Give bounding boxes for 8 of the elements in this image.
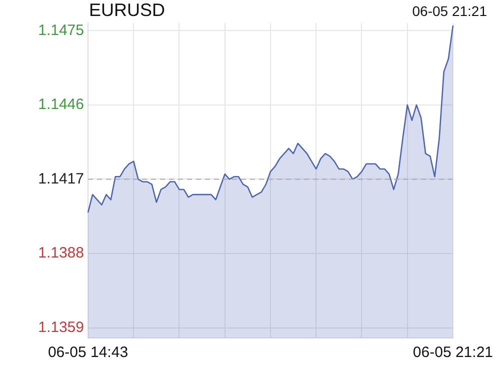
y-tick-label: 1.1475 (38, 22, 84, 39)
y-tick-label: 1.1359 (38, 318, 84, 336)
chart-title: EURUSD (89, 0, 166, 21)
y-tick-label: 1.1446 (38, 96, 84, 114)
y-tick-label: 1.1417 (38, 170, 84, 188)
y-tick-label: 1.1388 (38, 244, 84, 262)
x-tick-label: 06-05 14:43 (48, 344, 128, 362)
chart-subtitle: 06-05 21:21 (412, 3, 487, 19)
